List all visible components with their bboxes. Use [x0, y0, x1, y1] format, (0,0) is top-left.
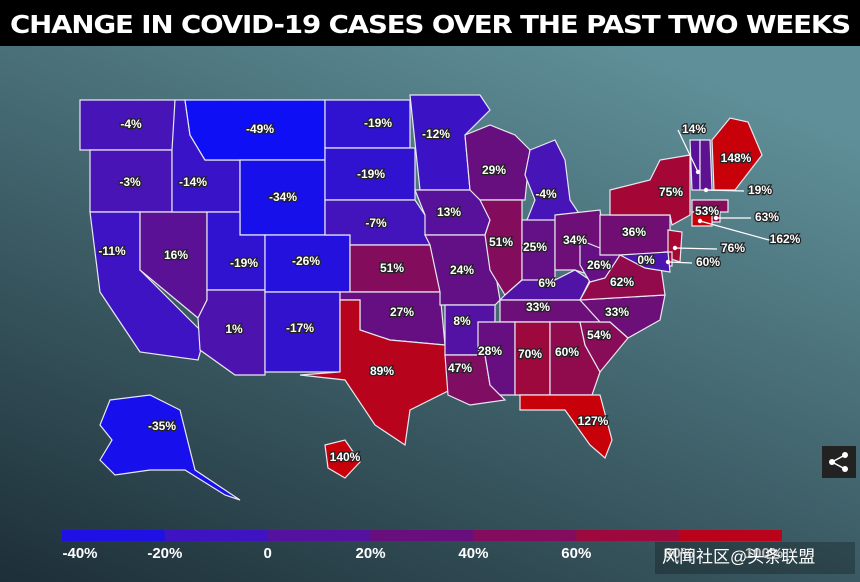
watermark: 风闻社区@头条联盟 — [662, 547, 815, 566]
leader-line — [667, 261, 693, 264]
leader-dot — [695, 169, 701, 175]
leader-dot — [703, 187, 709, 193]
legend-tick-label: 100% — [745, 545, 783, 562]
state — [299, 299, 451, 447]
state-label: 75% — [659, 185, 683, 199]
leader-line — [674, 247, 718, 250]
state-label: 76% — [721, 241, 745, 255]
legend-tick-label: 0 — [264, 545, 272, 562]
legend-swatch — [679, 530, 782, 541]
state-label: 51% — [489, 235, 513, 249]
watermark-bg — [655, 542, 855, 574]
leader-line — [699, 220, 770, 241]
leader-line — [677, 129, 699, 173]
state-label: -4% — [120, 117, 142, 131]
state-label: -19% — [357, 167, 385, 181]
leader-line — [705, 189, 745, 192]
state-label: 26% — [587, 258, 611, 272]
states — [79, 94, 763, 501]
state-label: -26% — [292, 254, 320, 268]
state-label: 24% — [450, 263, 474, 277]
state-label: 13% — [437, 205, 461, 219]
state-label: -17% — [286, 321, 314, 335]
state-label: -49% — [246, 122, 274, 136]
state-label: 36% — [622, 225, 646, 239]
leader-dot — [713, 215, 719, 221]
state-label: 127% — [578, 414, 609, 428]
state-label: 60% — [696, 255, 720, 269]
leader-dot — [672, 245, 678, 251]
state — [324, 439, 361, 479]
state-label: -4% — [535, 187, 557, 201]
state-label: 60% — [555, 345, 579, 359]
state — [519, 394, 613, 460]
state — [691, 199, 729, 213]
legend-tick-label: -20% — [147, 545, 182, 562]
state-label: 27% — [390, 305, 414, 319]
leader-dot — [665, 259, 671, 265]
state-label: 53% — [695, 204, 719, 218]
title: CHANGE IN COVID-19 CASES OVER THE PAST T… — [10, 10, 850, 39]
legend-tick-label: 20% — [356, 545, 386, 562]
legend-tick-label: 40% — [458, 545, 488, 562]
state-label: 14% — [682, 122, 706, 136]
legend-tick-label: -40% — [62, 545, 97, 562]
state-label: -19% — [230, 256, 258, 270]
state-label: 34% — [563, 233, 587, 247]
state-label: 162% — [770, 232, 801, 246]
leader-dot — [697, 218, 703, 224]
state-label: 54% — [587, 328, 611, 342]
legend-swatch — [576, 530, 680, 541]
title-bar — [0, 0, 860, 46]
state-label: -35% — [148, 419, 176, 433]
state-label: 1% — [225, 322, 243, 336]
state-label: 33% — [605, 305, 629, 319]
state-label: 140% — [330, 450, 361, 464]
state-label: 63% — [755, 210, 779, 224]
state-label: 16% — [164, 248, 188, 262]
state — [617, 251, 671, 273]
state — [699, 139, 713, 191]
state-label: 8% — [453, 314, 471, 328]
share-bg[interactable] — [822, 446, 856, 478]
legend-swatch — [267, 530, 371, 541]
state-label: -3% — [119, 175, 141, 189]
state — [609, 154, 691, 226]
state-label: -11% — [98, 244, 126, 258]
state-label: 6% — [538, 276, 556, 290]
legend-tick-label: 60% — [561, 545, 591, 562]
legend-swatch — [370, 530, 474, 541]
state-label: -19% — [364, 116, 392, 130]
state-label: 47% — [448, 361, 472, 375]
legend-swatch — [62, 530, 165, 541]
legend-swatch — [473, 530, 577, 541]
state-label: 148% — [721, 151, 752, 165]
share-line — [830, 454, 846, 470]
state-label: 33% — [526, 300, 550, 314]
state-label: -14% — [179, 175, 207, 189]
state-label: 25% — [523, 240, 547, 254]
state-label: 19% — [748, 183, 772, 197]
state-label: -7% — [365, 216, 387, 230]
state-labels: -4% -3% -11% 16% -14% -49% -34% -19% 1% -26% -17% -… — [97, 115, 802, 466]
state-label: 51% — [380, 261, 404, 275]
state-label: 70% — [518, 347, 542, 361]
state-label: 0% — [637, 253, 655, 267]
state — [479, 199, 523, 296]
state-label: 28% — [478, 344, 502, 358]
legend-swatch — [164, 530, 268, 541]
state-label: 62% — [610, 275, 634, 289]
state — [99, 394, 241, 501]
legend: -40% -20% 0 20% 40% 60% 80% 100% — [62, 530, 783, 562]
state-label: 89% — [370, 364, 394, 378]
legend-tick-label: 80% — [664, 545, 694, 562]
state-label: -34% — [269, 190, 297, 204]
share-button[interactable] — [822, 446, 856, 478]
state-label: -12% — [422, 127, 450, 141]
state-label: 29% — [482, 163, 506, 177]
